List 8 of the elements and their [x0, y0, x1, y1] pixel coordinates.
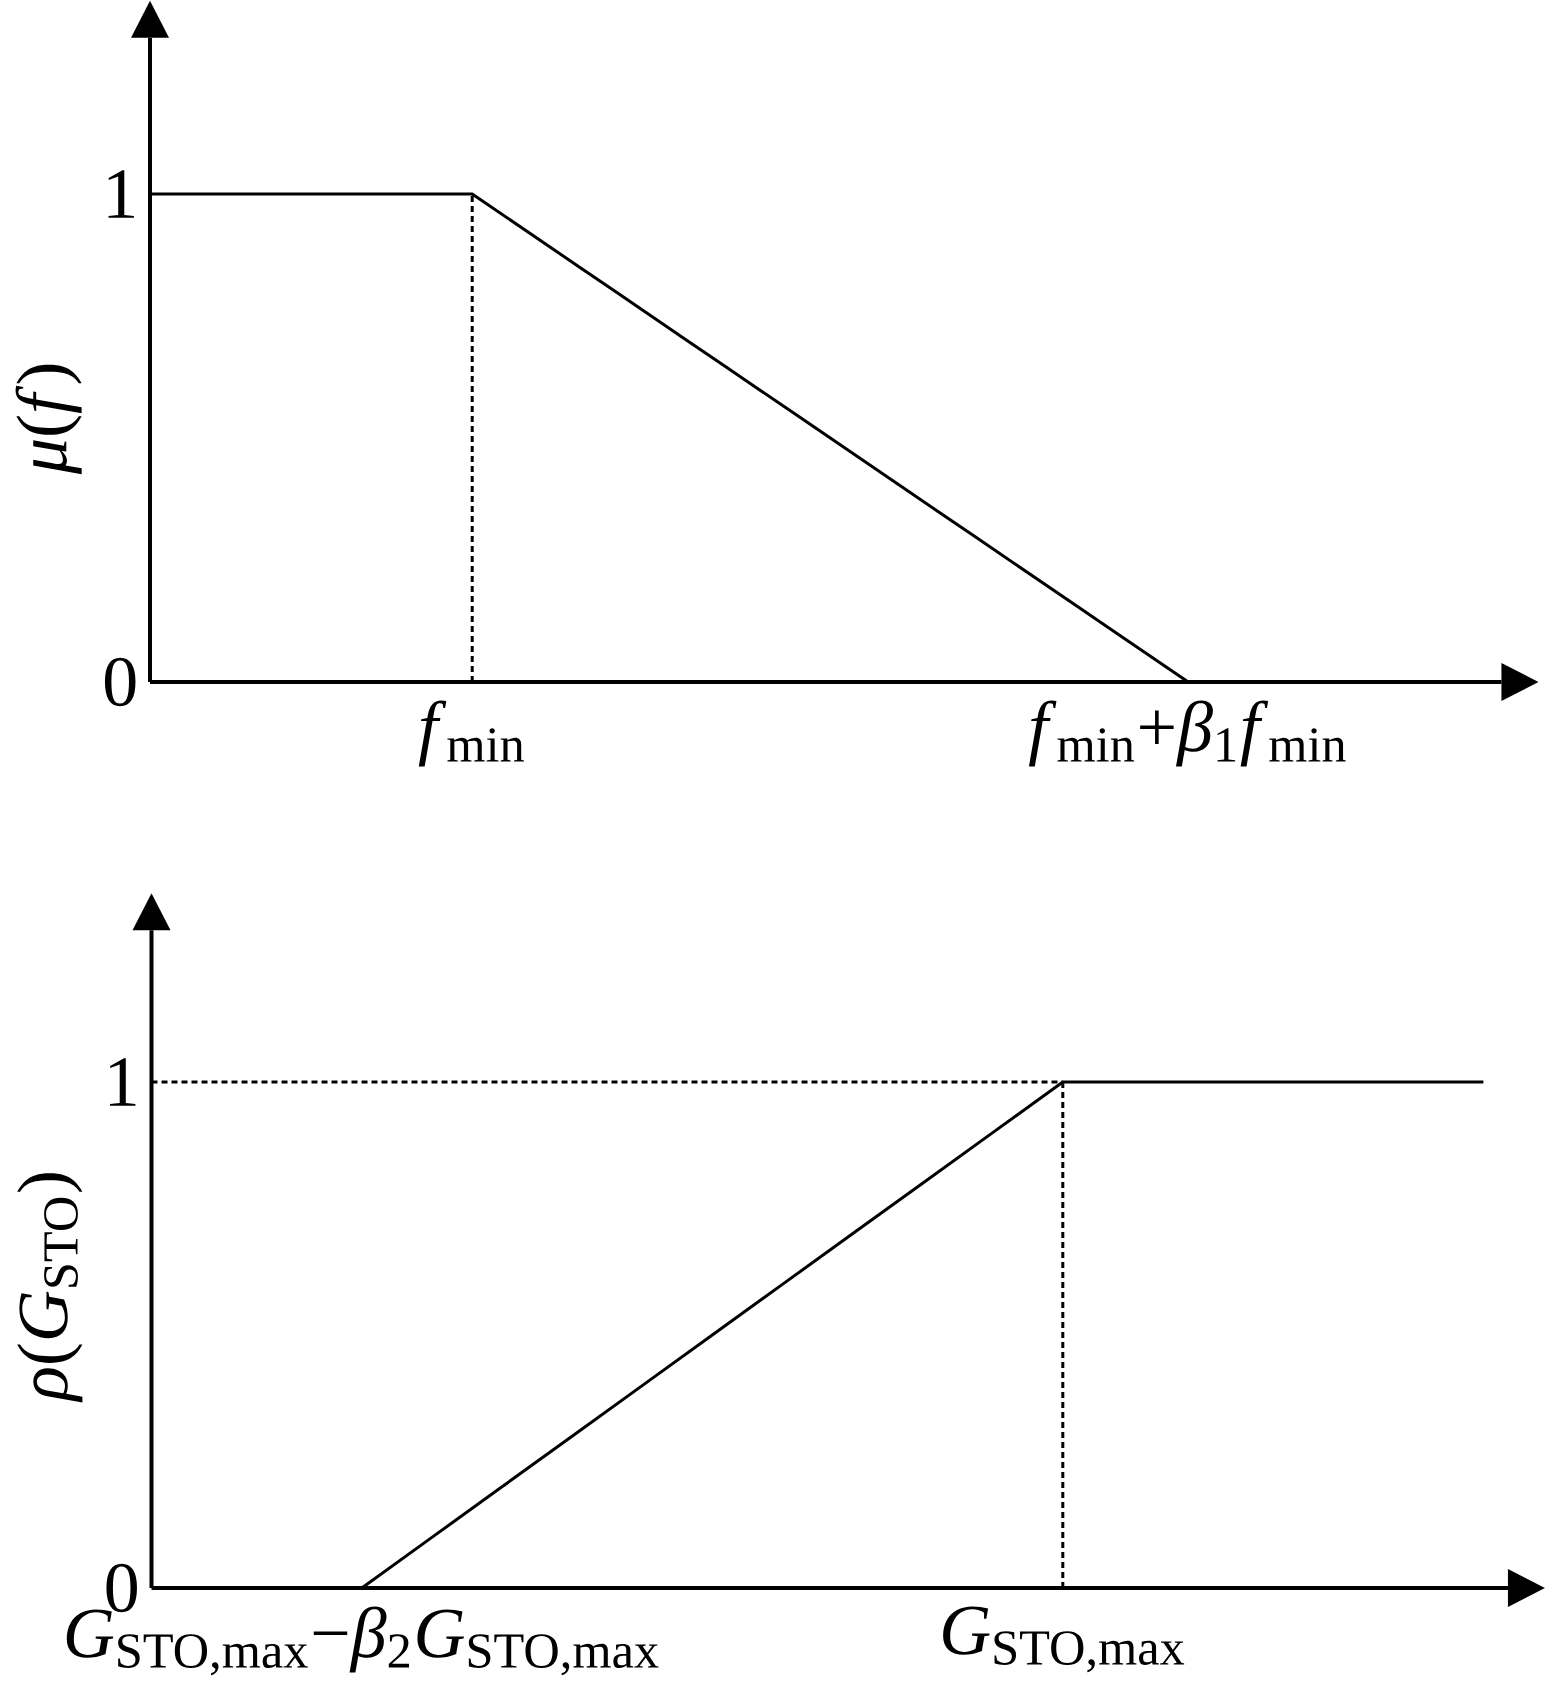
- y-tick-label: 1: [108, 170, 134, 218]
- y-axis-title: ρ(G$_{STO}$): [17, 1173, 83, 1403]
- x-tick-label: f$_{min}$: [418, 700, 524, 767]
- y-axis-title: μ(f): [15, 364, 82, 475]
- x-tick-label: G$_{STO,max}$: [943, 1606, 1185, 1673]
- y-tick-label: 0: [104, 657, 136, 707]
- x-tick-label: f$_{min}$+β$_{1}$f$_{min}$: [1028, 700, 1346, 767]
- y-tick-label: 1: [110, 1058, 136, 1106]
